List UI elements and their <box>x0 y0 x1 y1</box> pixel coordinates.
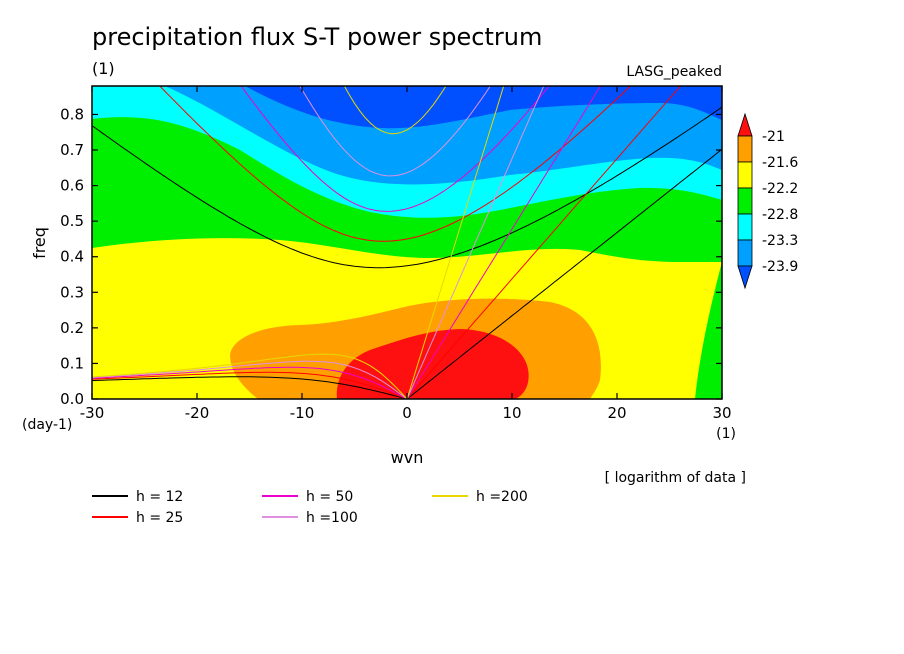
y-tick-label: 0.4 <box>60 248 84 266</box>
y-tick-label: 0.0 <box>60 390 84 408</box>
y-tick-label: 0.7 <box>60 141 84 159</box>
dispersion-line <box>92 371 408 399</box>
contour-band-red <box>336 329 529 399</box>
dispersion-line <box>159 86 632 242</box>
dispersion-line <box>406 86 682 399</box>
y-axis: 0.0 0.1 0.2 0.3 0.4 0.5 0.6 0.7 0.8 <box>60 105 722 408</box>
dispersion-line <box>406 86 505 399</box>
colorbar-segment <box>737 213 753 241</box>
colorbar-segment <box>737 187 753 215</box>
y-tick-label: 0.1 <box>60 354 84 372</box>
legend-label: h = 12 <box>136 489 183 505</box>
legend-label: h = 25 <box>136 510 183 526</box>
dispersion-line <box>406 86 545 399</box>
legend-label: h =100 <box>306 510 358 526</box>
dispersion-line <box>92 353 408 399</box>
dispersion-line <box>299 86 491 177</box>
x-tick-label: 30 <box>712 404 731 422</box>
contour-band-yellow-right-edge <box>695 262 722 399</box>
colorbar-label: -21.6 <box>762 155 798 171</box>
colorbar-label: -22.2 <box>762 181 798 197</box>
legend-label: h = 50 <box>306 489 353 505</box>
x-tick-label: -30 <box>80 404 105 422</box>
x-tick-label: 0 <box>402 404 412 422</box>
y-tick-label: 0.8 <box>60 105 84 123</box>
x-axis: -30 -20 -10 0 10 20 30 <box>80 86 732 422</box>
dispersion-line <box>92 360 408 399</box>
data-note: [ logarithm of data ] <box>605 470 746 486</box>
colorbar-label: -22.8 <box>762 207 798 223</box>
colorbar-segment <box>737 239 753 267</box>
dispersion-line <box>92 376 408 399</box>
x-tick-label: 20 <box>607 404 626 422</box>
plot-area <box>92 86 722 399</box>
colorbar-top-triangle <box>737 112 753 137</box>
dispersion-line <box>406 86 602 399</box>
y-axis-label: freq <box>30 227 49 259</box>
colorbar: -21 -21.6 -22.2 -22.8 -23.3 -23.9 <box>737 112 798 290</box>
dispersion-line <box>92 366 408 399</box>
x-unit-label: (1) <box>716 426 736 442</box>
y-tick-label: 0.2 <box>60 319 84 337</box>
curve-legend: h = 12 h = 25 h = 50 h =100 h =200 <box>92 489 528 526</box>
x-tick-label: -10 <box>290 404 315 422</box>
dispersion-line <box>240 86 550 212</box>
chart-title: precipitation flux S-T power spectrum <box>92 23 542 51</box>
chart-subtitle-right: LASG_peaked <box>626 64 722 80</box>
y-tick-label: 0.6 <box>60 177 84 195</box>
y-tick-label: 0.5 <box>60 212 84 230</box>
chart-subtitle-left: (1) <box>92 59 115 78</box>
y-unit-label: (day-1) <box>22 417 72 433</box>
colorbar-segment <box>737 135 753 163</box>
x-axis-label: wvn <box>391 448 424 467</box>
colorbar-label: -23.3 <box>762 233 798 249</box>
dispersion-line <box>406 148 722 399</box>
colorbar-bottom-triangle <box>737 265 753 290</box>
y-tick-label: 0.3 <box>60 283 84 301</box>
colorbar-label: -21 <box>762 129 785 145</box>
dispersion-line <box>92 106 722 269</box>
x-tick-label: 10 <box>502 404 521 422</box>
dispersion-line <box>343 86 447 135</box>
legend-label: h =200 <box>476 489 528 505</box>
colorbar-label: -23.9 <box>762 259 798 275</box>
colorbar-segment <box>737 161 753 189</box>
dispersion-curves <box>92 86 722 399</box>
x-tick-label: -20 <box>185 404 210 422</box>
